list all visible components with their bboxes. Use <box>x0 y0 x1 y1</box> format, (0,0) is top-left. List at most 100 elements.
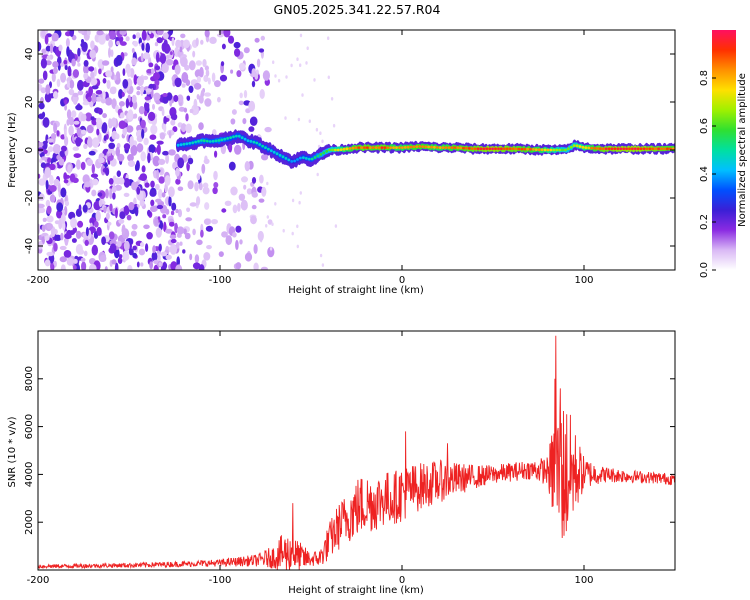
ridge-core-point <box>433 145 436 149</box>
noise-speck <box>246 188 252 195</box>
noise-speck <box>239 239 243 245</box>
noise-speck <box>58 44 63 52</box>
noise-speck <box>49 174 54 185</box>
noise-speck <box>80 257 86 262</box>
noise-speck <box>105 188 109 199</box>
noise-speck <box>174 77 182 88</box>
ridge-core-point <box>456 146 460 150</box>
ridge-core-point <box>351 146 355 150</box>
noise-speck <box>220 61 225 67</box>
noise-speck <box>235 225 242 233</box>
noise-speck <box>75 104 83 111</box>
noise-speck <box>97 108 103 115</box>
noise-speck <box>136 186 141 195</box>
noise-speck <box>165 153 170 164</box>
noise-speck <box>63 179 69 184</box>
snr-x-ticks: -200 -100 0 100 <box>27 331 594 586</box>
noise-speck <box>60 264 66 270</box>
ridge-core-point <box>526 147 529 151</box>
noise-speck <box>40 162 47 169</box>
noise-speck <box>284 116 287 120</box>
noise-speck <box>127 160 136 168</box>
spectrogram-x-ticks: -200 -100 0 100 <box>27 30 594 286</box>
noise-speck <box>60 213 66 224</box>
noise-speck <box>105 34 110 41</box>
noise-speck <box>90 173 99 178</box>
noise-speck <box>248 100 256 112</box>
ridge-core-point <box>502 147 506 151</box>
noise-speck <box>91 244 99 256</box>
ridge-core-point <box>185 142 189 146</box>
noise-speck <box>267 219 273 225</box>
noise-speck <box>180 123 187 133</box>
noise-speck <box>111 150 116 156</box>
noise-speck <box>136 261 140 268</box>
noise-speck <box>195 37 199 47</box>
snr-y-ticks: 2000 4000 6000 8000 <box>24 366 675 535</box>
noise-speck <box>168 195 172 207</box>
x-tick-label: -100 <box>209 575 232 586</box>
noise-speck <box>132 252 138 259</box>
noise-speck <box>163 221 167 232</box>
colorbar-gradient <box>712 30 736 270</box>
noise-speck <box>156 144 161 156</box>
noise-speck <box>135 160 140 171</box>
ridge-core-point <box>328 148 331 152</box>
noise-speck <box>123 192 130 197</box>
noise-speck <box>299 63 302 67</box>
noise-speck <box>64 237 69 246</box>
noise-speck <box>171 76 175 81</box>
ridge-core-point <box>354 146 358 150</box>
noise-speck <box>205 225 213 232</box>
noise-speck <box>154 217 159 226</box>
noise-speck <box>188 60 196 71</box>
noise-speck <box>285 75 288 79</box>
noise-speck <box>256 58 261 68</box>
noise-speck <box>76 159 81 170</box>
colorbar-label: Normalized spectral amplitude <box>737 73 748 227</box>
noise-speck <box>141 128 145 139</box>
noise-speck <box>53 178 60 187</box>
noise-speck <box>90 116 95 121</box>
ridge-core-point <box>368 146 372 150</box>
ridge-core-point <box>453 146 457 150</box>
ridge-core-point <box>406 145 410 149</box>
ridge-core-point <box>409 145 413 149</box>
noise-speck <box>108 39 113 48</box>
noise-speck <box>238 193 246 201</box>
noise-speck <box>132 245 137 251</box>
noise-speck <box>156 37 163 44</box>
ridge-core-point <box>462 146 465 150</box>
noise-speck <box>187 180 194 190</box>
noise-speck <box>154 42 159 47</box>
noise-speck <box>267 246 275 258</box>
noise-speck <box>105 70 113 78</box>
noise-speck <box>266 215 269 219</box>
noise-speck <box>169 221 175 227</box>
noise-speck <box>130 144 138 156</box>
noise-speck <box>243 90 248 99</box>
noise-speck <box>144 101 150 111</box>
noise-speck <box>44 235 50 241</box>
ridge-core-point <box>272 150 276 154</box>
noise-speck <box>38 142 44 147</box>
noise-speck <box>158 158 166 165</box>
noise-speck <box>174 64 181 75</box>
noise-speck <box>102 78 107 84</box>
x-tick-label: 100 <box>574 275 593 286</box>
noise-speck <box>214 150 218 158</box>
noise-speck <box>301 93 304 97</box>
y-tick-label: 4000 <box>24 462 35 487</box>
x-tick-label: -100 <box>209 275 232 286</box>
noise-speck <box>198 182 203 191</box>
snr-line <box>38 335 675 570</box>
spectrogram-x-label: Height of straight line (km) <box>288 285 424 296</box>
ridge-core-point <box>482 147 486 151</box>
noise-speck <box>232 232 237 238</box>
noise-speck <box>62 221 66 231</box>
ridge-core-point <box>293 159 296 163</box>
noise-speck <box>87 137 93 148</box>
noise-speck <box>136 90 141 96</box>
noise-speck <box>80 42 88 48</box>
ridge-core-point <box>500 147 503 151</box>
